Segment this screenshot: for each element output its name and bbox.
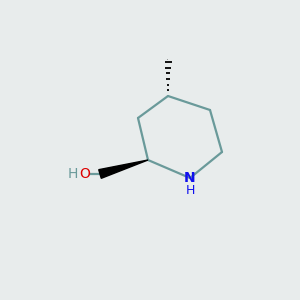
Text: N: N — [184, 171, 196, 185]
Text: CH₃: CH₃ — [167, 59, 169, 60]
Text: O: O — [80, 167, 90, 181]
Text: H: H — [68, 167, 78, 181]
Text: H: H — [185, 184, 195, 197]
Polygon shape — [99, 160, 148, 178]
